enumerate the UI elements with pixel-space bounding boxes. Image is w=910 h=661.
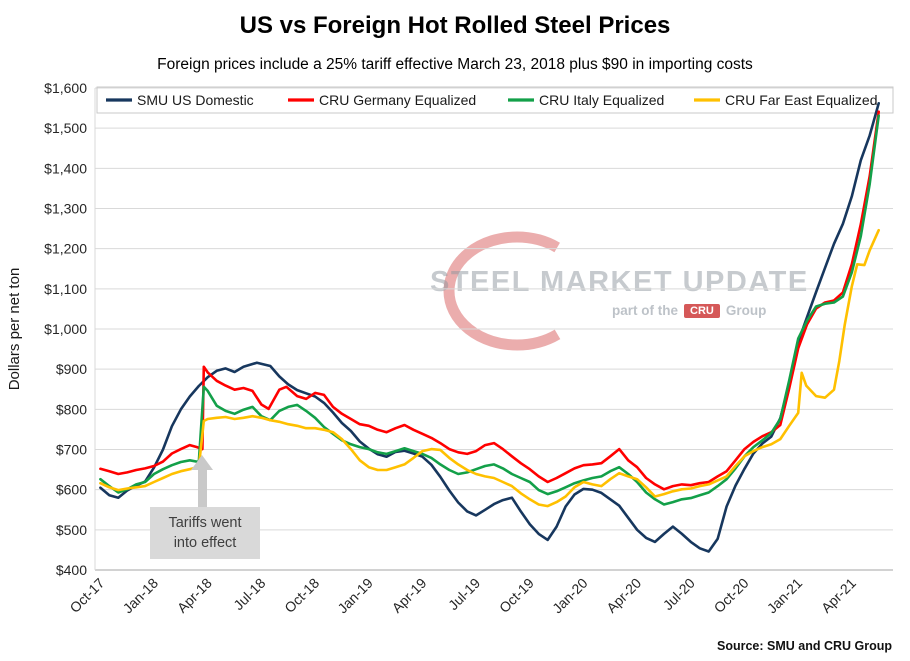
y-tick-label: $1,600 bbox=[44, 80, 87, 96]
legend-label-2: CRU Italy Equalized bbox=[539, 92, 664, 108]
legend-label-1: CRU Germany Equalized bbox=[319, 92, 476, 108]
legend-label-3: CRU Far East Equalized bbox=[725, 92, 878, 108]
source-note: Source: SMU and CRU Group bbox=[716, 639, 892, 653]
y-tick-label: $1,400 bbox=[44, 160, 87, 176]
x-tick-label: Jan-20 bbox=[549, 575, 591, 617]
y-tick-label: $500 bbox=[56, 522, 87, 538]
x-tick-label: Oct-20 bbox=[711, 575, 752, 616]
annotation-line2: into effect bbox=[173, 535, 237, 551]
legend-label-0: SMU US Domestic bbox=[137, 92, 254, 108]
y-tick-label: $700 bbox=[56, 442, 87, 458]
y-tick-label: $1,000 bbox=[44, 321, 87, 337]
x-tick-label: Jul-20 bbox=[660, 575, 698, 613]
x-tick-label: Jan-21 bbox=[764, 575, 806, 617]
x-tick-label: Jan-18 bbox=[120, 575, 162, 617]
y-tick-label: $1,300 bbox=[44, 201, 87, 217]
annotation-arrow-shaft bbox=[198, 469, 207, 508]
series-line-0 bbox=[99, 102, 881, 553]
y-tick-label: $800 bbox=[56, 401, 87, 417]
annotation-line1: Tariffs went bbox=[168, 515, 242, 531]
y-tick-label: $1,100 bbox=[44, 281, 87, 297]
x-tick-label: Apr-20 bbox=[603, 575, 644, 616]
x-tick-label: Apr-18 bbox=[174, 575, 215, 616]
x-tick-label: Oct-18 bbox=[281, 575, 322, 616]
y-tick-label: $1,200 bbox=[44, 241, 87, 257]
x-tick-label: Jul-19 bbox=[445, 575, 483, 613]
annotation-box: Tariffs went into effect bbox=[150, 507, 260, 559]
legend-box bbox=[96, 86, 894, 114]
y-tick-label: $600 bbox=[56, 482, 87, 498]
x-tick-label: Oct-17 bbox=[66, 575, 107, 616]
x-tick-label: Jan-19 bbox=[334, 575, 376, 617]
y-tick-label: $400 bbox=[56, 562, 87, 578]
x-tick-label: Apr-21 bbox=[818, 575, 859, 616]
chart-subtitle: Foreign prices include a 25% tariff effe… bbox=[157, 56, 753, 73]
x-tick-label: Oct-19 bbox=[496, 575, 537, 616]
x-tick-label: Apr-19 bbox=[389, 575, 430, 616]
annotation-arrow-icon bbox=[191, 455, 213, 470]
series-line-3 bbox=[99, 228, 881, 508]
chart-title: US vs Foreign Hot Rolled Steel Prices bbox=[239, 12, 671, 39]
series-line-1 bbox=[99, 110, 881, 491]
y-axis-title: Dollars per net ton bbox=[6, 268, 23, 391]
y-tick-label: $1,500 bbox=[44, 120, 87, 136]
y-tick-label: $900 bbox=[56, 361, 87, 377]
x-tick-label: Jul-18 bbox=[230, 575, 268, 613]
